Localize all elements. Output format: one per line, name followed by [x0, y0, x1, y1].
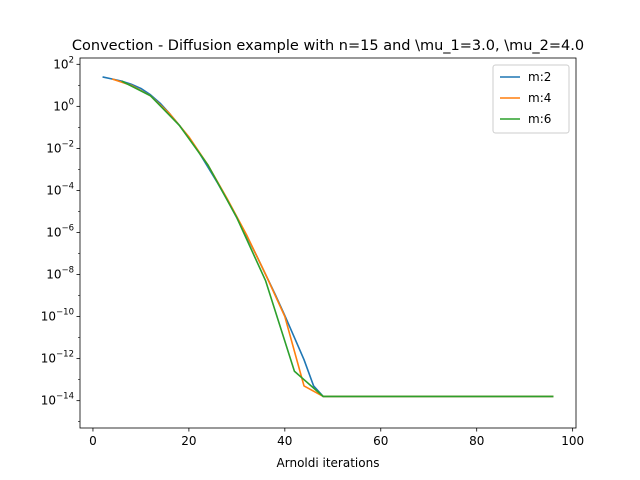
x-tick-label: 80 [469, 434, 484, 448]
y-tick-label: 100 [53, 97, 74, 113]
y-tick-label: 10−2 [46, 139, 74, 155]
y-tick-label: 102 [53, 55, 74, 71]
legend-label: m:6 [528, 112, 551, 126]
y-tick-label: 10−4 [46, 181, 74, 197]
x-axis: 0 20 40 60 80 100 [89, 428, 584, 448]
legend-label: m:2 [528, 70, 551, 84]
legend: m:2 m:4 m:6 [492, 64, 570, 134]
y-tick-label: 10−6 [46, 223, 74, 239]
plot-area [79, 57, 577, 429]
chart-title: Convection - Diffusion example with n=15… [72, 38, 584, 54]
plot-frame [79, 57, 577, 429]
series-line-m6 [121, 80, 554, 398]
y-axis: 102 100 10−2 10−4 10−6 10−8 10−10 10−12 10−14 [41, 55, 80, 422]
legend-label: m:4 [528, 91, 551, 105]
y-tick-label: 10−8 [46, 266, 74, 282]
series-layer [102, 76, 554, 398]
x-tick-label: 60 [373, 434, 388, 448]
y-tick-label: 10−14 [41, 392, 74, 408]
x-tick-label: 0 [89, 434, 97, 448]
x-tick-label: 40 [277, 434, 292, 448]
x-axis-label: Arnoldi iterations [277, 456, 380, 470]
x-tick-label: 100 [561, 434, 584, 448]
x-tick-label: 20 [181, 434, 196, 448]
legend-box [492, 64, 570, 134]
y-tick-label: 10−10 [41, 308, 74, 324]
y-tick-label: 10−12 [41, 350, 74, 366]
